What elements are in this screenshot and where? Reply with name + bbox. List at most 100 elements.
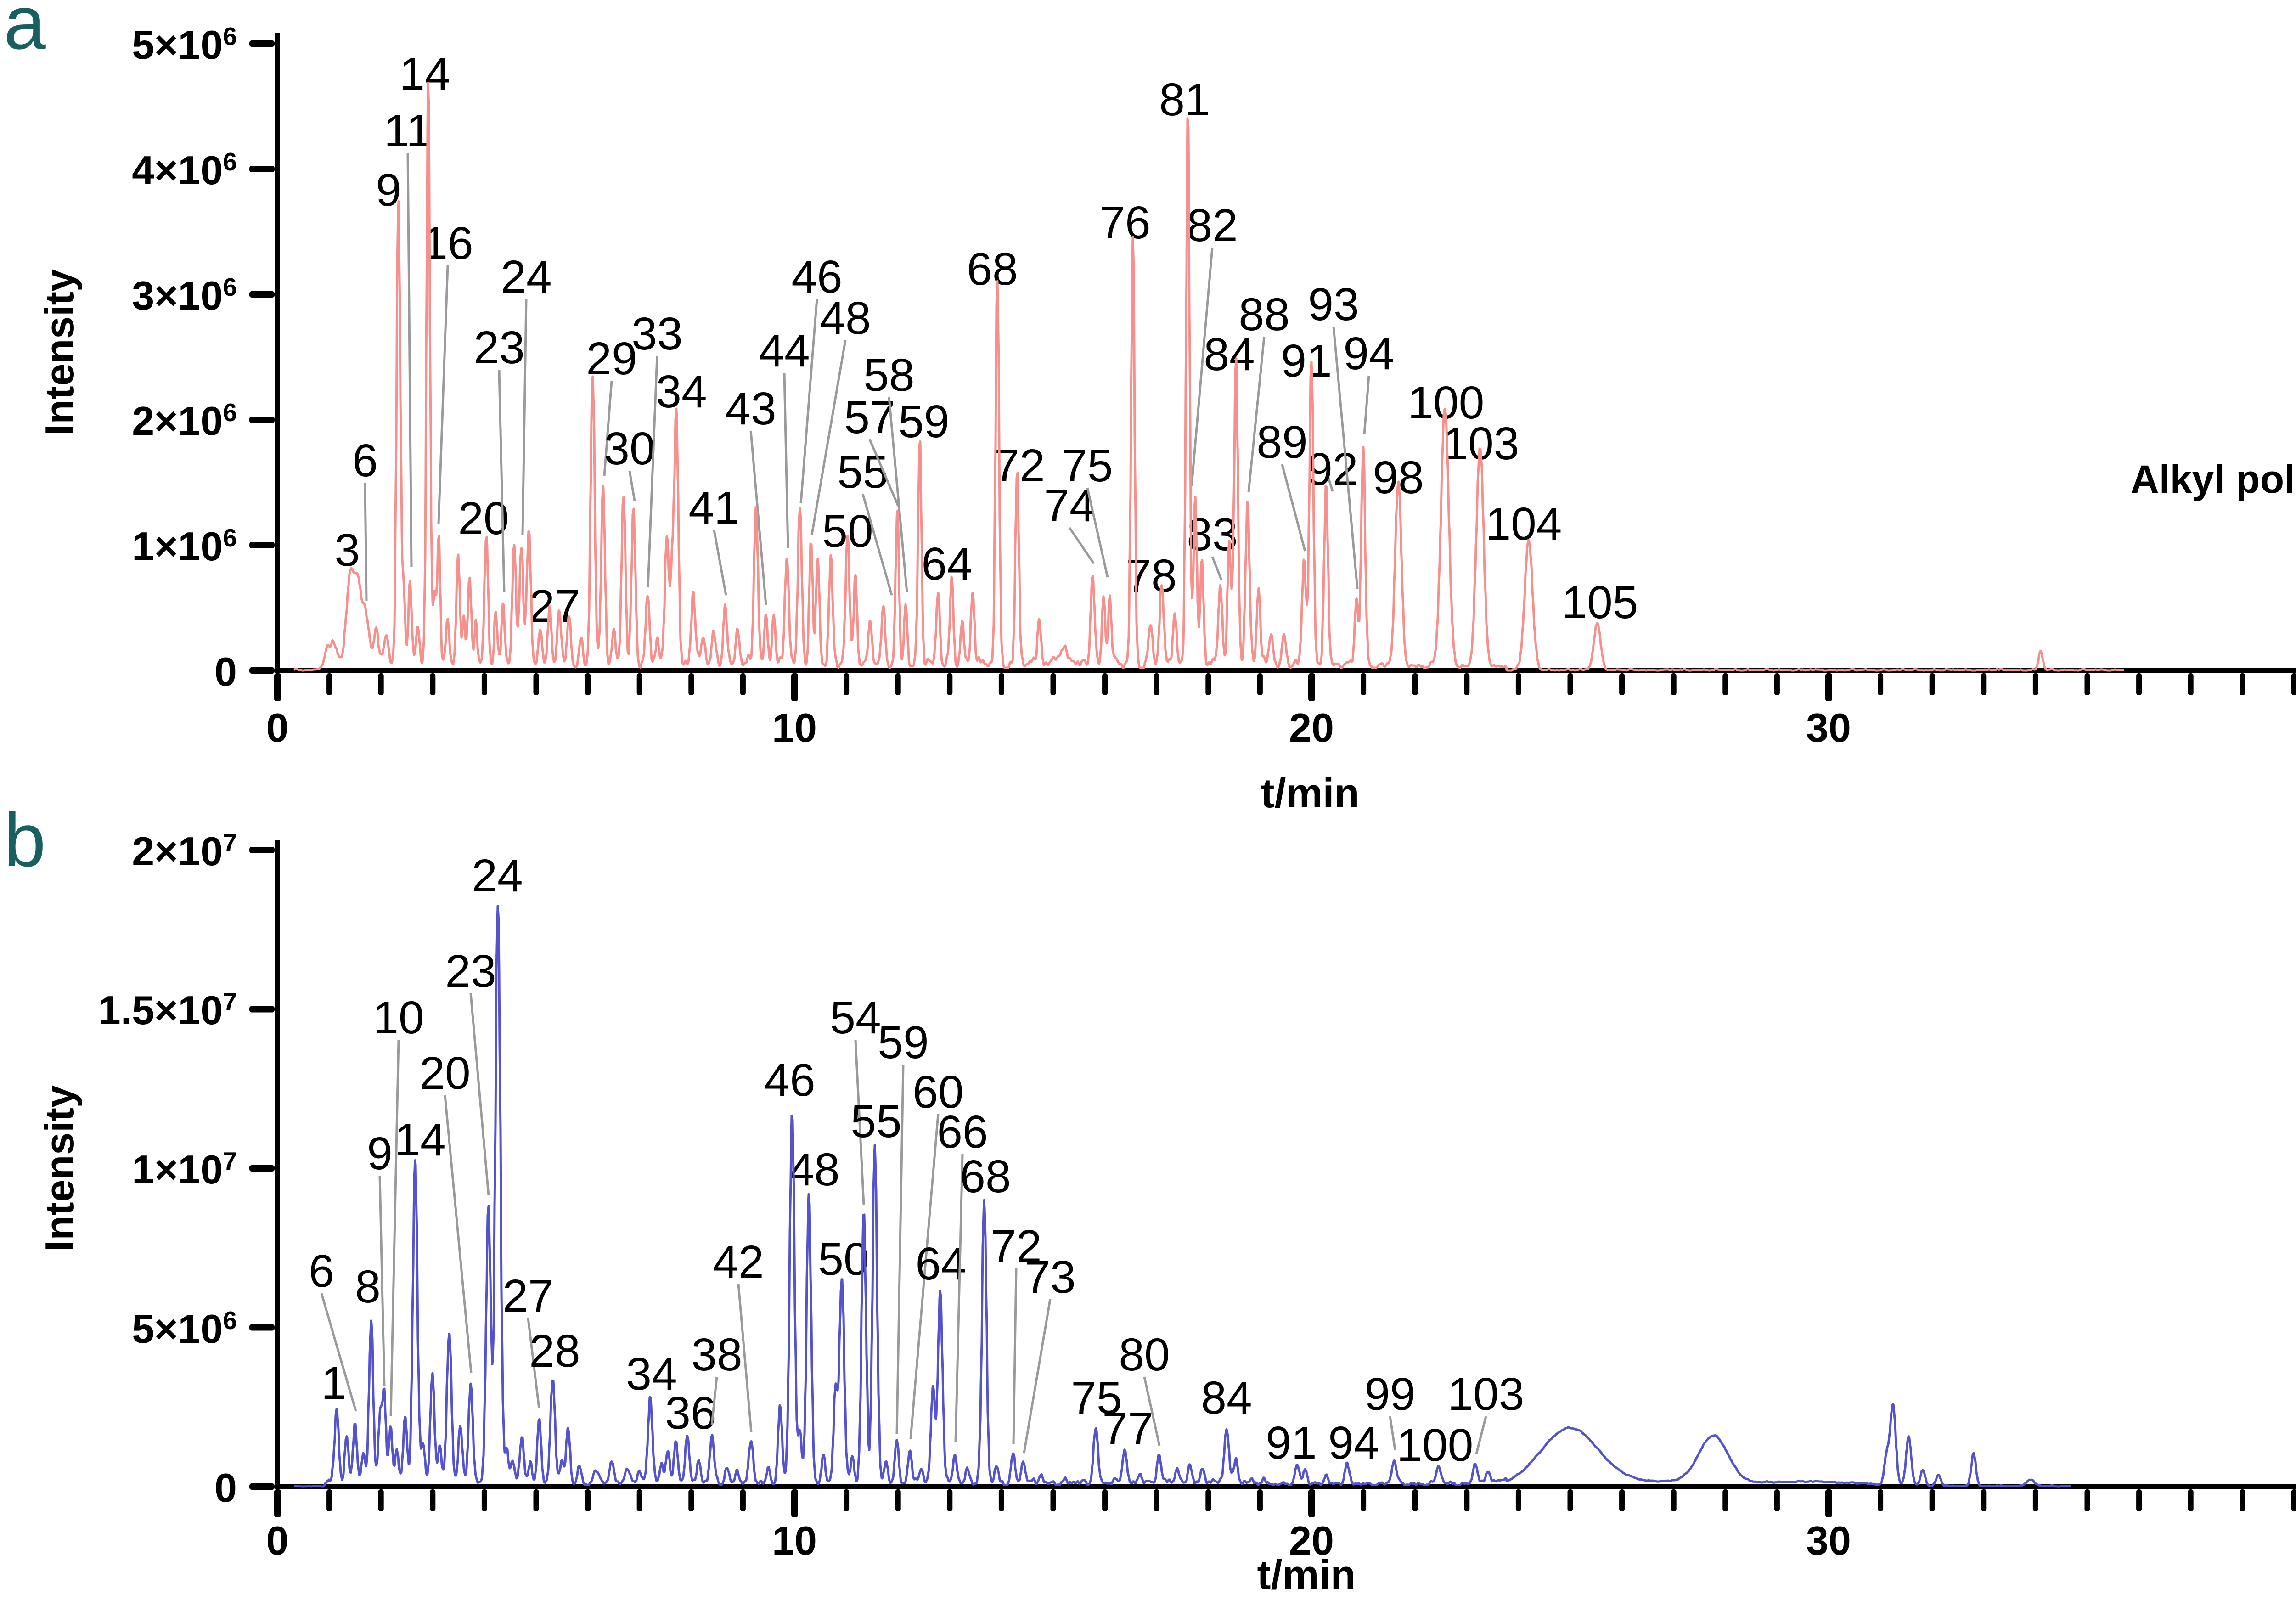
svg-text:27: 27 [529, 580, 580, 632]
svg-text:84: 84 [1204, 329, 1255, 380]
svg-text:59: 59 [878, 1017, 929, 1068]
svg-text:44: 44 [759, 325, 810, 377]
svg-text:80: 80 [1119, 1329, 1170, 1380]
svg-text:93: 93 [1308, 279, 1359, 330]
svg-text:24: 24 [472, 850, 523, 901]
svg-text:Alkyl polyglycosides: Alkyl polyglycosides [2131, 457, 2296, 501]
svg-text:20: 20 [419, 1048, 470, 1099]
svg-text:8: 8 [355, 1261, 381, 1313]
svg-text:Intensity: Intensity [37, 269, 82, 435]
svg-text:2×106: 2×106 [132, 398, 237, 444]
svg-text:34: 34 [656, 366, 707, 417]
svg-text:48: 48 [788, 1144, 839, 1195]
svg-text:27: 27 [502, 1270, 553, 1322]
svg-text:33: 33 [631, 308, 682, 360]
svg-text:100: 100 [1397, 1420, 1474, 1471]
svg-text:0: 0 [214, 649, 237, 694]
svg-text:43: 43 [725, 383, 776, 434]
svg-text:10: 10 [772, 705, 817, 750]
svg-text:1×107: 1×107 [132, 1147, 237, 1192]
svg-text:72: 72 [994, 440, 1045, 491]
svg-text:1.5×107: 1.5×107 [98, 987, 237, 1033]
svg-text:38: 38 [691, 1329, 742, 1380]
svg-text:29: 29 [586, 333, 637, 384]
svg-text:75: 75 [1071, 1372, 1122, 1424]
svg-text:46: 46 [764, 1054, 815, 1106]
svg-text:0: 0 [214, 1465, 237, 1510]
svg-text:36: 36 [665, 1387, 716, 1439]
svg-text:68: 68 [960, 1151, 1011, 1202]
svg-text:3: 3 [334, 524, 360, 576]
svg-text:23: 23 [473, 322, 524, 373]
svg-text:0: 0 [266, 1518, 289, 1563]
svg-text:30: 30 [1806, 1518, 1851, 1563]
svg-text:0: 0 [266, 705, 289, 750]
svg-text:89: 89 [1256, 417, 1307, 468]
svg-text:11: 11 [384, 105, 432, 157]
svg-text:105: 105 [1562, 577, 1638, 628]
svg-text:23: 23 [445, 946, 496, 997]
svg-text:58: 58 [863, 349, 914, 401]
svg-text:88: 88 [1238, 289, 1289, 340]
svg-text:14: 14 [394, 1114, 445, 1166]
svg-text:42: 42 [713, 1236, 764, 1288]
svg-text:24: 24 [501, 251, 551, 303]
svg-text:4×106: 4×106 [132, 147, 237, 193]
svg-text:6: 6 [352, 435, 378, 486]
svg-text:103: 103 [1448, 1369, 1525, 1420]
svg-text:Intensity: Intensity [37, 1085, 82, 1251]
svg-text:6: 6 [309, 1245, 334, 1297]
svg-text:55: 55 [850, 1096, 901, 1147]
svg-text:72: 72 [990, 1221, 1041, 1272]
svg-text:92: 92 [1307, 444, 1358, 495]
svg-text:2×107: 2×107 [132, 828, 237, 874]
svg-text:81: 81 [1159, 74, 1210, 125]
svg-text:55: 55 [837, 446, 888, 498]
svg-text:91: 91 [1281, 335, 1332, 387]
svg-text:57: 57 [844, 392, 895, 443]
svg-text:3×106: 3×106 [132, 273, 237, 318]
svg-text:50: 50 [818, 1234, 869, 1285]
svg-text:20: 20 [1289, 705, 1334, 750]
svg-text:84: 84 [1201, 1372, 1252, 1424]
svg-text:28: 28 [529, 1325, 580, 1377]
svg-text:76: 76 [1099, 197, 1150, 248]
svg-text:54: 54 [830, 992, 881, 1043]
svg-text:60: 60 [912, 1066, 963, 1118]
svg-text:t/min: t/min [1257, 1552, 1356, 1598]
svg-text:34: 34 [626, 1348, 677, 1400]
svg-text:104: 104 [1486, 498, 1562, 550]
svg-text:20: 20 [1289, 1518, 1334, 1563]
svg-text:10: 10 [373, 992, 424, 1043]
svg-text:a: a [4, 0, 46, 65]
svg-text:75: 75 [1062, 440, 1113, 491]
svg-text:30: 30 [604, 423, 655, 474]
svg-text:94: 94 [1343, 328, 1394, 379]
svg-text:82: 82 [1187, 200, 1238, 251]
svg-text:59: 59 [898, 396, 949, 447]
svg-text:64: 64 [921, 538, 972, 590]
svg-text:10: 10 [772, 1518, 817, 1563]
svg-text:9: 9 [367, 1128, 393, 1179]
svg-text:99: 99 [1364, 1369, 1415, 1420]
svg-text:30: 30 [1806, 705, 1851, 750]
svg-text:94: 94 [1328, 1417, 1379, 1469]
svg-text:t/min: t/min [1261, 771, 1360, 817]
svg-text:64: 64 [915, 1238, 966, 1290]
svg-text:41: 41 [688, 482, 739, 534]
svg-text:78: 78 [1125, 550, 1176, 602]
svg-text:91: 91 [1266, 1417, 1317, 1469]
svg-text:73: 73 [1024, 1251, 1075, 1303]
svg-text:5×106: 5×106 [132, 1306, 237, 1352]
svg-text:1×106: 1×106 [132, 524, 237, 569]
svg-text:77: 77 [1102, 1403, 1153, 1454]
svg-text:20: 20 [458, 493, 509, 544]
svg-text:5×106: 5×106 [132, 22, 237, 68]
svg-text:46: 46 [791, 251, 842, 303]
svg-text:14: 14 [399, 48, 450, 100]
svg-text:9: 9 [376, 164, 401, 216]
svg-text:68: 68 [967, 243, 1018, 295]
svg-text:66: 66 [937, 1106, 988, 1158]
svg-text:48: 48 [820, 293, 871, 344]
svg-text:b: b [4, 798, 46, 882]
